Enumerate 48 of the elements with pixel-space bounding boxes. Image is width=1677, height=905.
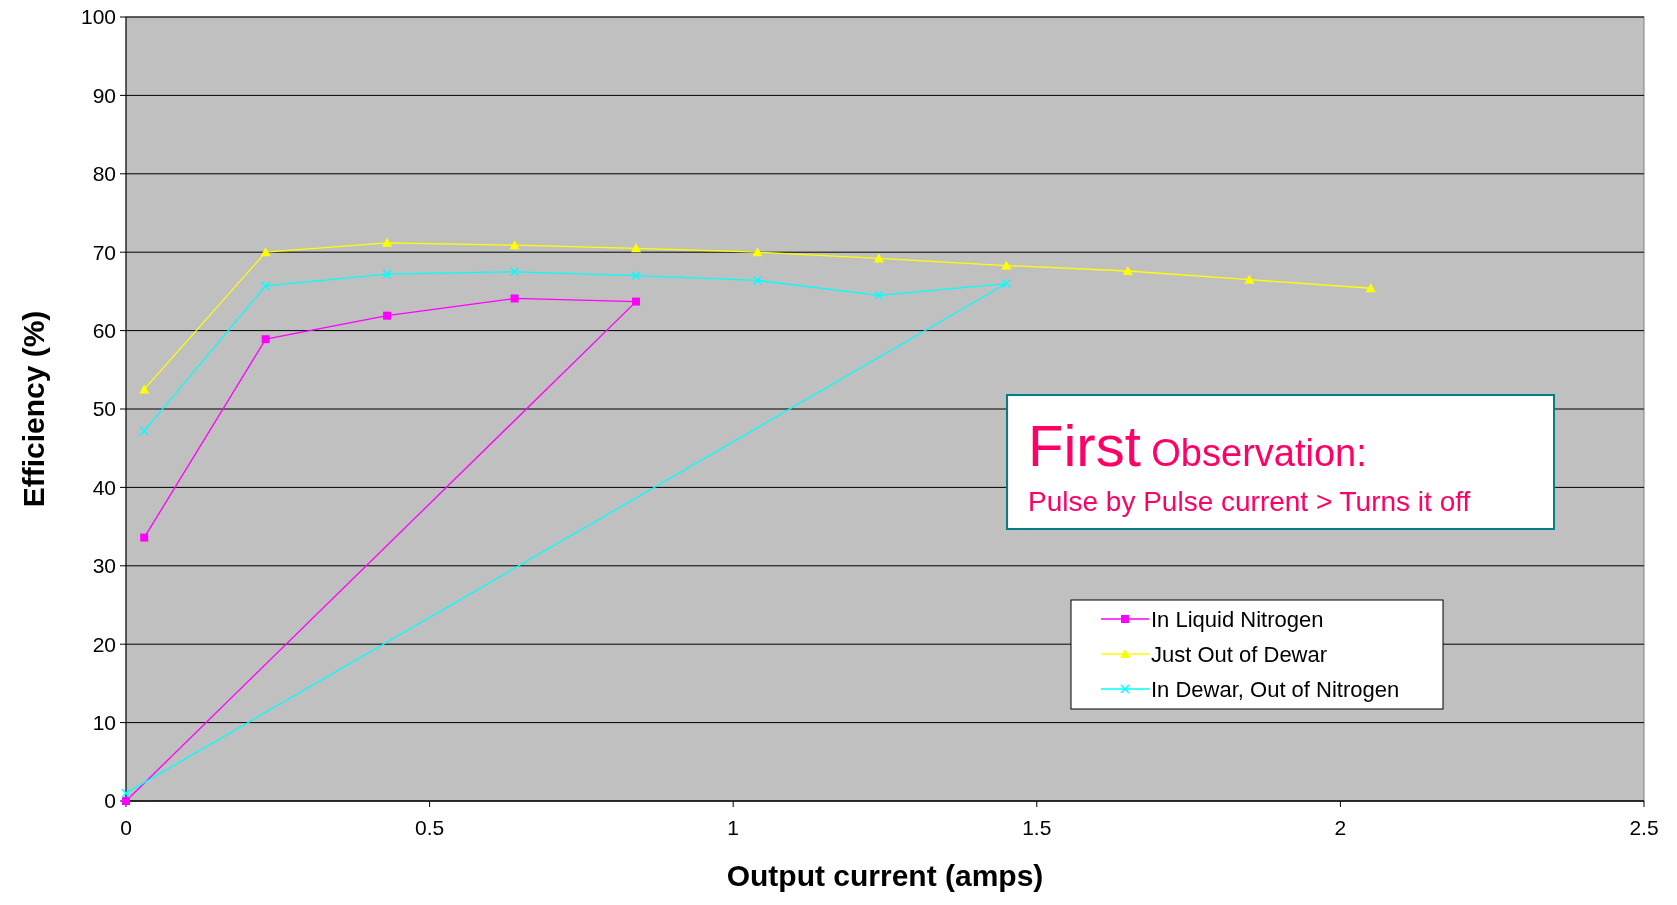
point — [382, 237, 393, 247]
y-tick-label: 20 — [92, 632, 116, 656]
point — [752, 275, 763, 286]
point — [752, 247, 763, 257]
point — [509, 267, 520, 277]
legend-label: In Liquid Nitrogen — [1151, 606, 1324, 632]
x-tick-label: 0 — [120, 816, 132, 839]
y-tick-label: 30 — [92, 554, 116, 578]
y-tick-label: 90 — [92, 83, 116, 107]
point — [1001, 278, 1012, 289]
y-tick-label: 60 — [92, 318, 116, 342]
y-tick-label: 10 — [92, 710, 116, 734]
legend-label: Just Out of Dewar — [1151, 641, 1328, 667]
y-tick-label: 80 — [92, 162, 116, 186]
point — [632, 297, 641, 306]
y-tick-label: 40 — [92, 475, 116, 499]
x-tick-label: 2 — [1334, 816, 1347, 839]
annotation: Pulse by Pulse current > Turns it off — [1028, 486, 1471, 517]
point — [260, 247, 271, 257]
y-tick-label: 0 — [104, 789, 116, 813]
x-tick-label: 2.5 — [1629, 816, 1659, 839]
x-axis-title: Output current (amps) — [726, 859, 1044, 892]
y-tick-label: 100 — [80, 5, 116, 29]
y-tick-label: 70 — [92, 240, 116, 264]
point — [510, 294, 519, 303]
point — [140, 533, 149, 542]
y-axis-title: Efficiency (%) — [17, 310, 50, 508]
x-tick-label: 1.5 — [1022, 816, 1052, 839]
point — [261, 335, 270, 344]
point — [1365, 283, 1376, 293]
point — [1244, 274, 1255, 284]
y-tick-label: 50 — [92, 397, 116, 421]
legend-label: In Dewar, Out of Nitrogen — [1151, 676, 1400, 702]
point — [139, 384, 150, 394]
annotation: First Observation: — [1028, 413, 1367, 478]
point — [509, 240, 520, 250]
point — [383, 311, 392, 320]
point — [1122, 266, 1133, 276]
x-tick-label: 0.5 — [415, 816, 445, 839]
point — [874, 290, 884, 301]
x-tick-label: 1 — [727, 816, 740, 839]
point — [121, 788, 131, 798]
point — [1001, 260, 1012, 270]
point — [139, 426, 149, 436]
point — [631, 243, 642, 253]
point — [260, 281, 271, 291]
point — [382, 269, 392, 279]
point — [631, 270, 641, 281]
